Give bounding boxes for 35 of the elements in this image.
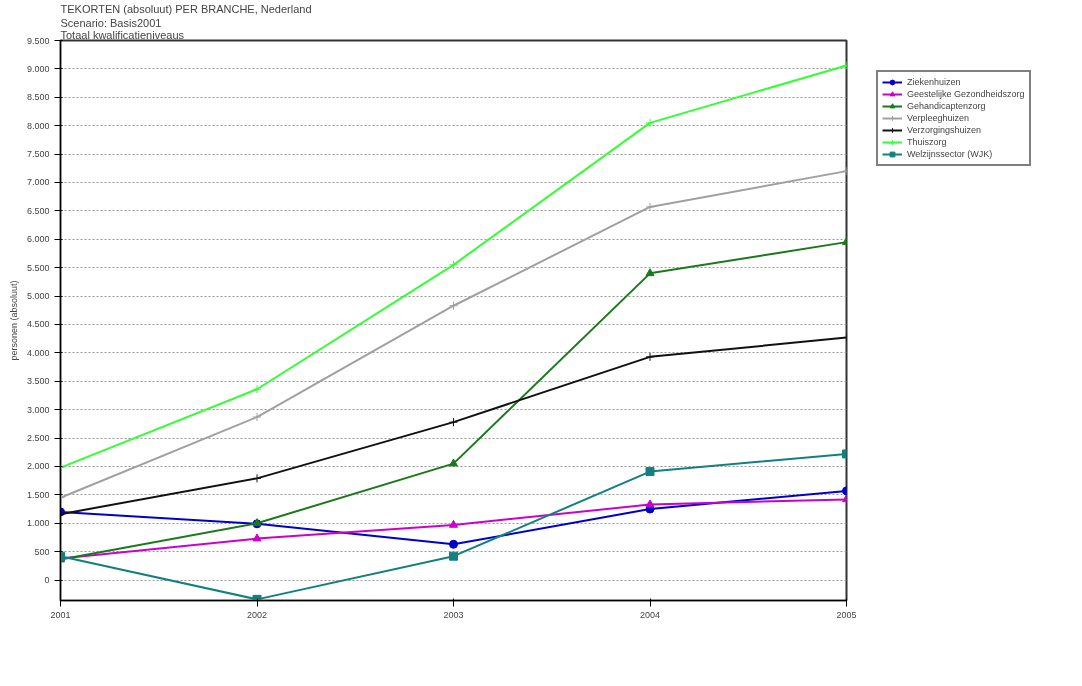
- y-tick-label: 0: [44, 575, 50, 586]
- y-tick-label: 8.000: [26, 120, 50, 131]
- y-tick-label: 2.000: [26, 461, 50, 472]
- legend-label: Verpleeghuizen: [907, 112, 970, 124]
- y-tick-label: 5.000: [26, 291, 50, 302]
- y-tick-label: 1.000: [26, 518, 50, 529]
- y-tick-label: 500: [34, 546, 50, 557]
- y-axis-title: personen (absoluut): [8, 280, 19, 361]
- y-tick-label: 7.500: [26, 149, 50, 160]
- y-tick-label: 3.500: [26, 376, 50, 387]
- y-tick-label: 5.500: [26, 262, 50, 273]
- chart-subtitle: Scenario: Basis2001 Totaal kwalificatieniveaus: [60, 16, 185, 41]
- y-tick-label: 8.500: [26, 92, 50, 103]
- y-tick-label: 6.000: [26, 234, 50, 245]
- y-tick-label: 4.500: [26, 319, 50, 330]
- x-tick-label: 2003: [443, 609, 464, 620]
- y-tick-label: 6.500: [26, 205, 50, 216]
- legend-label: Ziekenhuizen: [907, 76, 961, 88]
- y-tick-label: 9.500: [26, 35, 50, 46]
- y-tick-label: 7.000: [26, 177, 50, 188]
- legend-label: Welzijnssector (WJK): [907, 148, 993, 160]
- legend-label: Geestelijke Gezondheidszorg: [907, 88, 1025, 100]
- legend-label: Thuiszorg: [907, 136, 947, 148]
- y-tick-label: 9.000: [26, 63, 50, 74]
- x-tick-label: 2005: [836, 609, 857, 620]
- x-tick-label: 2004: [639, 609, 661, 620]
- chart-title: TEKORTEN (absoluut) PER BRANCHE, Nederland: [60, 2, 312, 15]
- x-tick-label: 2002: [246, 609, 268, 620]
- legend-label: Gehandicaptenzorg: [907, 100, 986, 112]
- y-tick-label: 4.000: [26, 347, 50, 358]
- y-tick-label: 1.500: [26, 489, 50, 500]
- y-tick-label: 3.000: [26, 404, 50, 415]
- x-tick-label: 2001: [50, 609, 71, 620]
- legend-label: Verzorgingshuizen: [907, 124, 982, 136]
- y-tick-label: 2.500: [26, 433, 50, 444]
